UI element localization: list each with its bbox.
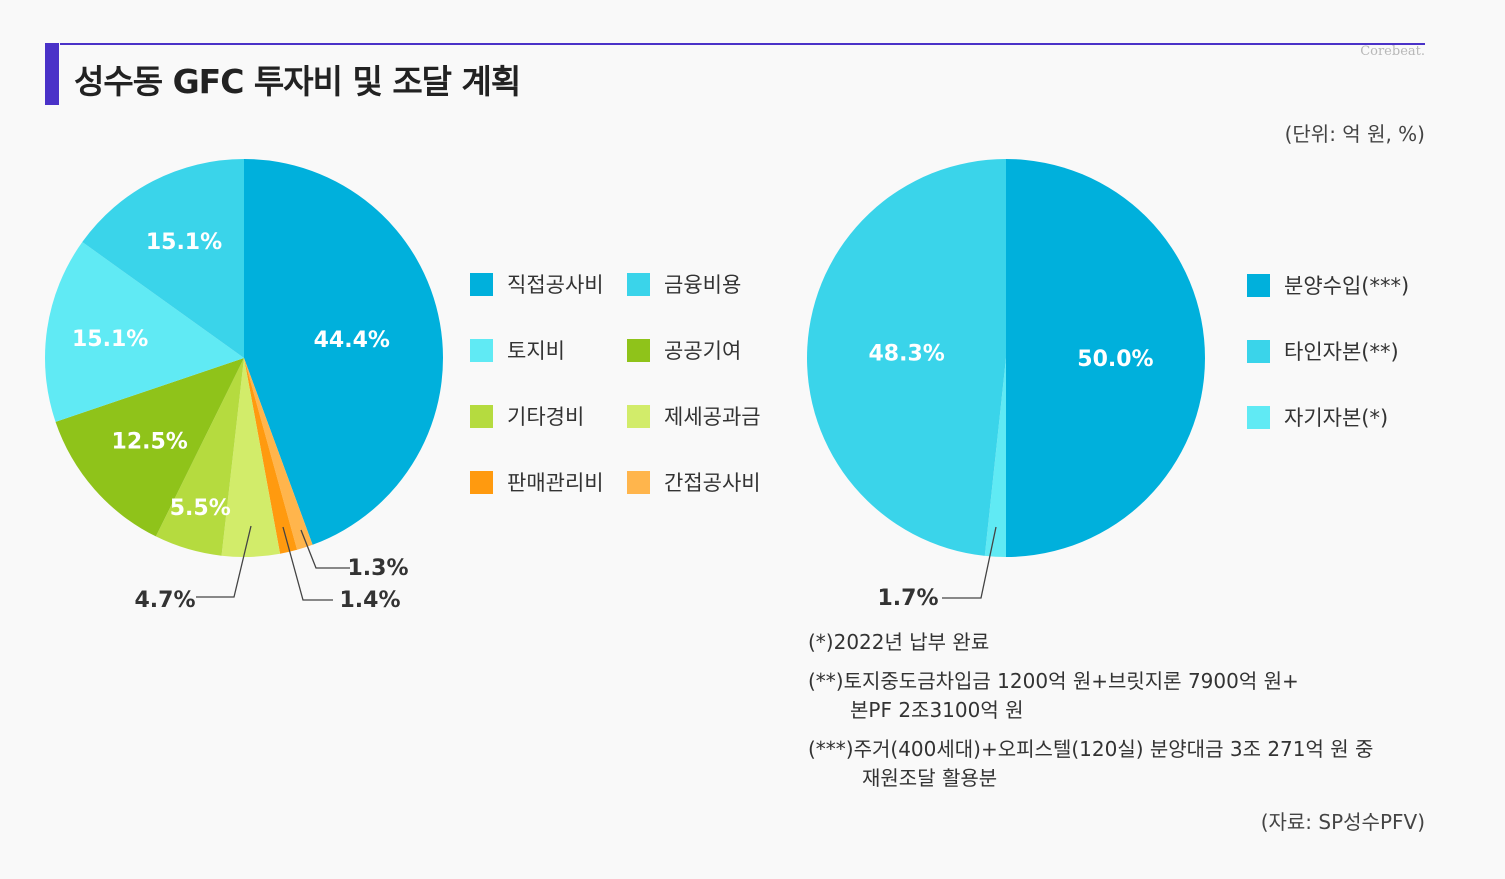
slice-간접공사비 [244,358,313,550]
pie-chart-1: 44.4% 1.3% 1.4% 4.7% 5.5% 12.5% 15.1% 15.1% [45,159,443,613]
slice-타인자본 [807,159,1006,556]
legend-label: 타인자본(**) [1284,340,1399,364]
legend-item-판매관리비: 판매관리비 [470,467,604,497]
footnote-text: 주거(400세대)+오피스텔(120실) 분양대금 3조 271억 원 중 [853,737,1374,761]
legend-item-제세공과금: 제세공과금 [627,401,761,431]
legend-item-기타경비: 기타경비 [470,401,584,431]
legend-label: 간접공사비 [664,471,761,495]
legend-swatch [470,404,493,428]
data-label-직접공사비: 44.4% [314,328,390,353]
footnotes: (*) 2022년 납부 완료 (**) 토지중도금차입금 1200억 원+브릿지… [808,628,1373,803]
header-rule [60,43,1425,45]
source-label: (자료: SP성수PFV) [1260,810,1425,834]
slice-직접공사비 [244,159,443,545]
data-label-기타경비: 5.5% [170,496,231,521]
data-label-분양수입: 50.0% [1077,347,1153,372]
pie-chart-2: 50.0% 1.7% 48.3% [807,159,1205,611]
legend-label: 판매관리비 [507,471,604,495]
legend-label: 공공기여 [664,339,742,363]
leader-line-판매관리비 [282,526,333,601]
legend-item-분양수입: 분양수입(***) [1247,270,1409,300]
legend-label: 토지비 [507,339,565,363]
footnote-mark: (*) [808,630,834,654]
legend-swatch [627,470,650,494]
legend-item-타인자본: 타인자본(**) [1247,336,1399,366]
legend-item-금융비용: 금융비용 [627,269,741,299]
leader-line-간접공사비 [300,529,350,569]
slice-자기자본 [984,358,1006,558]
footnote-text: 2022년 납부 완료 [833,630,990,654]
page-title: 성수동 GFC 투자비 및 조달 계획 [74,62,521,101]
legend-swatch [470,272,493,296]
legend-swatch [470,338,493,362]
legend-label: 제세공과금 [664,405,761,429]
legend-swatch [627,338,650,362]
legend-label: 금융비용 [664,273,742,297]
data-label-공공기여: 12.5% [112,430,188,455]
data-label-타인자본: 48.3% [868,342,944,367]
unit-label: (단위: 억 원, %) [1284,122,1425,146]
legend-swatch [1247,405,1270,429]
data-label-간접공사비: 1.3% [347,556,408,581]
footnote-text: 재원조달 활용분 [862,766,998,790]
legend-label: 기타경비 [507,405,585,429]
footnote-3: (***) 주거(400세대)+오피스텔(120실) 분양대금 3조 271억 … [808,735,1373,793]
brand-logo: Corebeat. [1360,44,1425,59]
leader-line-제세공과금 [196,525,252,598]
legend-item-토지비: 토지비 [470,335,565,365]
legend-label: 자기자본(*) [1284,406,1389,430]
slice-공공기여 [55,358,245,537]
leader-line-자기자본 [942,526,997,599]
slice-금융비용 [82,159,244,358]
legend-swatch [1247,339,1270,363]
data-label-판매관리비: 1.4% [339,588,400,613]
legend-item-자기자본: 자기자본(*) [1247,402,1388,432]
legend-swatch [627,404,650,428]
slice-분양수입 [1006,159,1205,557]
footnote-mark: (**) [808,669,844,693]
legend-label: 분양수입(***) [1284,274,1410,298]
title-accent-bar [45,43,59,105]
slice-토지비 [45,242,244,422]
legend-swatch [470,470,493,494]
footnote-mark: (***) [808,737,854,761]
legend-label: 직접공사비 [507,273,604,297]
legend-item-직접공사비: 직접공사비 [470,269,604,299]
legend-item-간접공사비: 간접공사비 [627,467,761,497]
legend-swatch [627,272,650,296]
legend-item-공공기여: 공공기여 [627,335,741,365]
data-label-금융비용: 15.1% [146,230,222,255]
footnote-text: 본PF 2조3100억 원 [850,698,1024,722]
data-label-제세공과금: 4.7% [134,588,195,613]
footnote-2: (**) 토지중도금차입금 1200억 원+브릿지론 7900억 원+ 본PF 2… [808,667,1373,725]
data-label-토지비: 15.1% [72,327,148,352]
slice-판매관리비 [244,358,298,554]
slice-제세공과금 [221,358,281,557]
footnote-1: (*) 2022년 납부 완료 [808,628,1373,657]
data-label-자기자본: 1.7% [877,586,938,611]
legend-swatch [1247,273,1270,297]
footnote-text: 토지중도금차입금 1200억 원+브릿지론 7900억 원+ [843,669,1299,693]
slice-기타경비 [155,358,244,556]
